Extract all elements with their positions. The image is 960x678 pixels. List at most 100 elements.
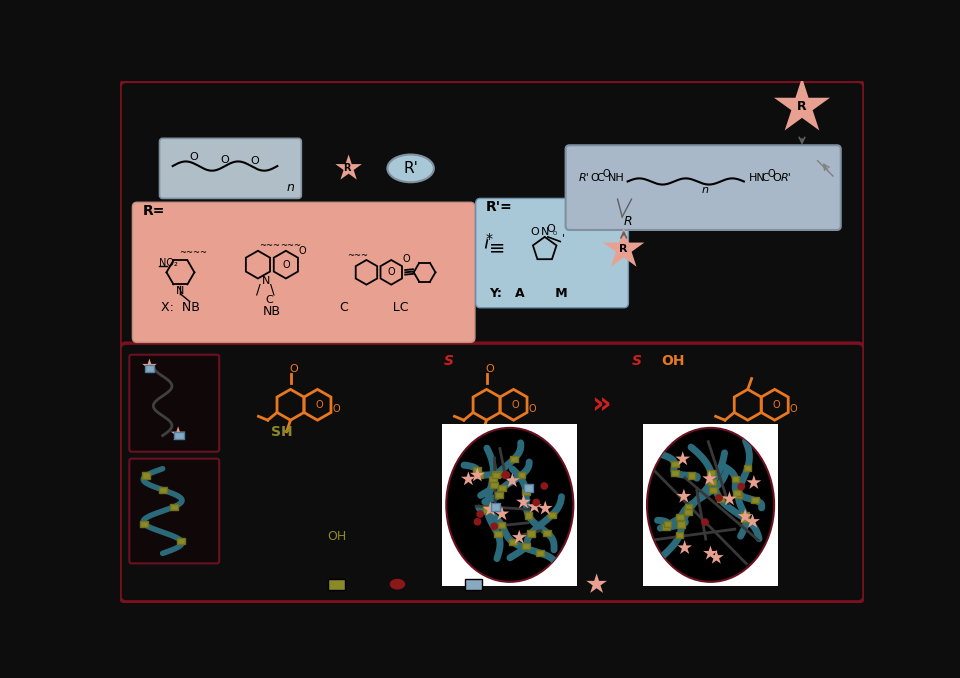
Polygon shape xyxy=(747,475,761,489)
Text: R'=: R'= xyxy=(486,200,513,214)
FancyBboxPatch shape xyxy=(752,498,759,504)
Text: O: O xyxy=(529,405,537,414)
Polygon shape xyxy=(702,471,717,485)
Polygon shape xyxy=(494,506,510,520)
Circle shape xyxy=(502,471,510,479)
FancyBboxPatch shape xyxy=(492,471,500,477)
FancyBboxPatch shape xyxy=(145,365,155,372)
Text: O: O xyxy=(773,174,781,184)
FancyBboxPatch shape xyxy=(489,476,496,482)
FancyBboxPatch shape xyxy=(132,202,475,342)
Circle shape xyxy=(476,510,484,518)
Text: OH: OH xyxy=(327,530,347,542)
Text: n: n xyxy=(701,185,708,195)
FancyBboxPatch shape xyxy=(484,506,492,513)
Text: \: \ xyxy=(271,283,275,297)
FancyBboxPatch shape xyxy=(498,485,506,491)
FancyBboxPatch shape xyxy=(491,482,498,488)
Text: N: N xyxy=(540,227,549,237)
Text: O: O xyxy=(552,231,557,237)
Text: O: O xyxy=(402,254,410,264)
Text: N: N xyxy=(177,286,184,296)
Text: C           LC: C LC xyxy=(340,301,408,314)
FancyBboxPatch shape xyxy=(159,138,301,199)
Polygon shape xyxy=(737,508,753,523)
Polygon shape xyxy=(538,500,553,515)
Text: »: » xyxy=(590,391,611,419)
FancyBboxPatch shape xyxy=(527,530,535,536)
Polygon shape xyxy=(483,502,497,516)
Polygon shape xyxy=(676,452,690,465)
Text: SH: SH xyxy=(271,424,293,439)
Text: O: O xyxy=(221,155,229,165)
Text: O: O xyxy=(485,364,493,374)
Polygon shape xyxy=(505,473,519,487)
FancyBboxPatch shape xyxy=(671,470,679,476)
Text: N: N xyxy=(261,276,270,286)
FancyBboxPatch shape xyxy=(120,343,864,602)
FancyBboxPatch shape xyxy=(443,424,577,586)
Polygon shape xyxy=(512,530,527,544)
Text: R: R xyxy=(344,163,350,174)
FancyBboxPatch shape xyxy=(130,355,219,452)
FancyBboxPatch shape xyxy=(684,509,691,515)
Polygon shape xyxy=(171,426,185,440)
FancyBboxPatch shape xyxy=(744,464,752,471)
FancyBboxPatch shape xyxy=(548,512,556,518)
Text: O: O xyxy=(332,405,340,414)
FancyBboxPatch shape xyxy=(708,487,716,493)
FancyBboxPatch shape xyxy=(522,542,530,549)
Text: O: O xyxy=(590,174,599,184)
Polygon shape xyxy=(703,546,718,559)
Circle shape xyxy=(501,471,509,479)
FancyBboxPatch shape xyxy=(708,470,715,476)
Polygon shape xyxy=(722,492,737,505)
Polygon shape xyxy=(603,228,644,266)
FancyBboxPatch shape xyxy=(734,492,742,498)
Ellipse shape xyxy=(647,428,774,582)
Text: O: O xyxy=(512,400,519,410)
Text: R': R' xyxy=(579,174,589,184)
Text: ~~~: ~~~ xyxy=(259,241,280,250)
Text: O: O xyxy=(767,169,775,179)
Circle shape xyxy=(737,483,745,490)
Text: NB: NB xyxy=(263,304,281,318)
FancyBboxPatch shape xyxy=(491,503,500,511)
FancyBboxPatch shape xyxy=(663,521,671,527)
Text: Y:   A       M: Y: A M xyxy=(489,287,567,300)
Ellipse shape xyxy=(388,155,434,182)
Polygon shape xyxy=(142,359,156,372)
Text: R: R xyxy=(619,244,628,254)
FancyBboxPatch shape xyxy=(537,550,544,556)
FancyBboxPatch shape xyxy=(465,579,482,590)
Ellipse shape xyxy=(446,428,573,582)
Text: O: O xyxy=(250,156,258,166)
FancyBboxPatch shape xyxy=(684,504,692,510)
FancyBboxPatch shape xyxy=(140,521,148,527)
Text: O: O xyxy=(546,224,555,235)
Circle shape xyxy=(701,518,708,526)
Text: R: R xyxy=(797,100,806,113)
FancyBboxPatch shape xyxy=(327,579,345,590)
Text: R': R' xyxy=(403,161,418,176)
Text: C: C xyxy=(761,174,770,184)
FancyBboxPatch shape xyxy=(676,515,684,521)
FancyBboxPatch shape xyxy=(170,504,178,510)
FancyBboxPatch shape xyxy=(741,513,749,519)
Polygon shape xyxy=(461,471,476,485)
FancyBboxPatch shape xyxy=(716,496,724,502)
FancyBboxPatch shape xyxy=(493,531,502,537)
FancyBboxPatch shape xyxy=(120,81,864,349)
Polygon shape xyxy=(587,574,607,593)
Polygon shape xyxy=(335,155,362,180)
FancyBboxPatch shape xyxy=(522,490,530,496)
FancyBboxPatch shape xyxy=(475,472,483,478)
Text: O: O xyxy=(282,260,290,270)
FancyBboxPatch shape xyxy=(175,432,183,439)
FancyBboxPatch shape xyxy=(495,492,503,498)
Text: ~~~~: ~~~~ xyxy=(179,248,207,258)
Text: O: O xyxy=(602,169,610,179)
FancyBboxPatch shape xyxy=(178,538,185,544)
Text: HN: HN xyxy=(750,174,766,184)
Polygon shape xyxy=(745,514,760,527)
